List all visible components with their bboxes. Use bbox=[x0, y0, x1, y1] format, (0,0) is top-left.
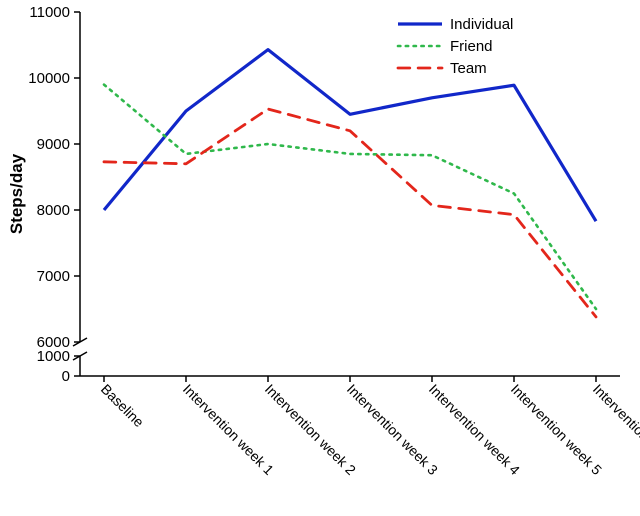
y-axis-label: Steps/day bbox=[7, 153, 26, 234]
y-tick-label: 9000 bbox=[37, 136, 70, 153]
y-tick-label: 10000 bbox=[28, 70, 70, 87]
y-tick-label: 11000 bbox=[29, 4, 70, 21]
steps-line-chart: 0100060007000800090001000011000Steps/day… bbox=[0, 0, 640, 516]
legend-label-friend: Friend bbox=[450, 38, 493, 55]
y-tick-label: 0 bbox=[62, 368, 70, 385]
legend-label-individual: Individual bbox=[450, 16, 513, 33]
y-tick-label: 8000 bbox=[37, 202, 70, 219]
y-tick-label: 6000 bbox=[37, 334, 70, 351]
y-tick-label: 7000 bbox=[37, 268, 70, 285]
legend-label-team: Team bbox=[450, 60, 487, 77]
